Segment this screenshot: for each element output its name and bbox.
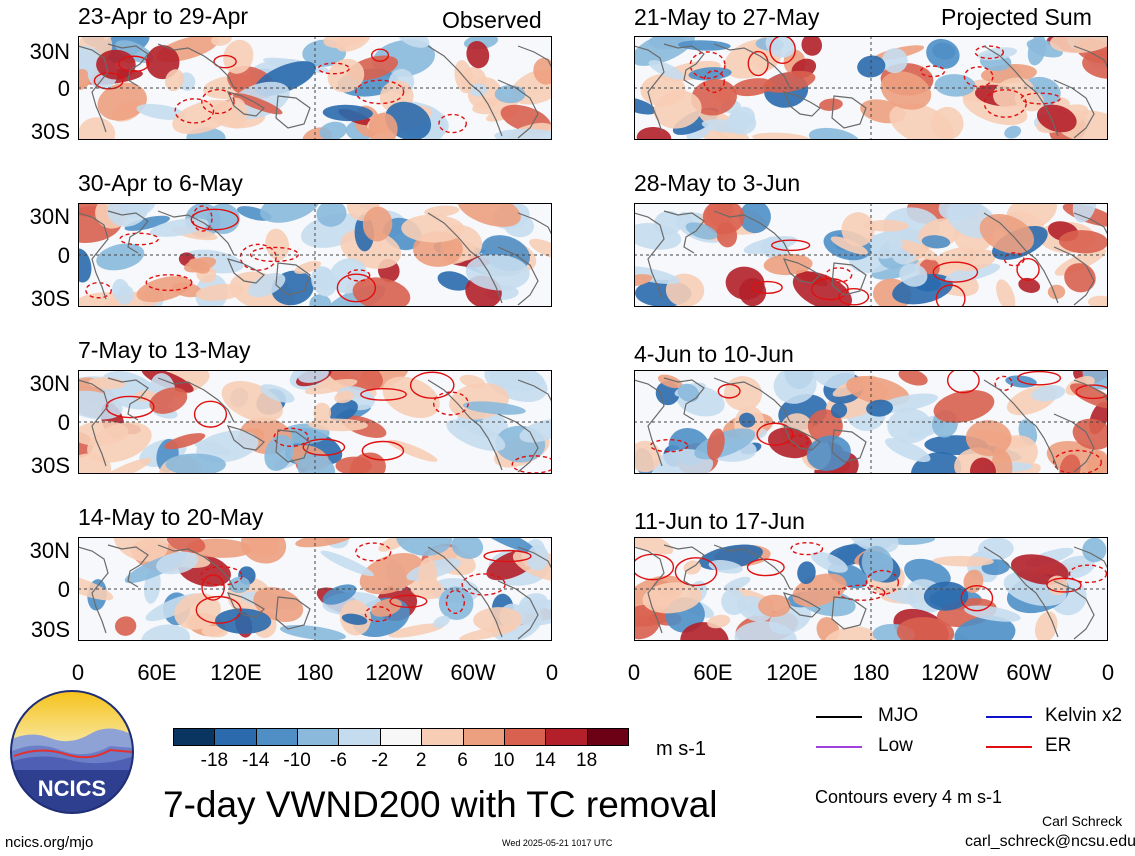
colorbar-swatch [173, 728, 216, 746]
colorbar-label: 14 [534, 750, 556, 771]
ytick-30s-1: 30S [30, 119, 70, 144]
ytick-30n-3: 30N [29, 371, 70, 396]
panel-title-right-3: 4-Jun to 10-Jun [634, 341, 794, 367]
map-panel-right-3 [634, 370, 1108, 474]
timestamp: Wed 2025-05-21 1017 UTC [502, 838, 613, 848]
xtick-r-120e: 120E [766, 660, 818, 685]
colorbar-label: -6 [330, 750, 347, 771]
wind-anomaly-field [78, 203, 552, 307]
map-panel-left-1 [78, 36, 552, 140]
legend-low-label: Low [878, 735, 913, 756]
colorbar-units: m s-1 [656, 738, 706, 760]
colorbar-label: -2 [371, 750, 389, 771]
colorbar-swatch [214, 728, 257, 746]
colorbar-swatch [379, 728, 423, 746]
wind-anomaly-field [634, 370, 1108, 474]
legend-mjo-label: MJO [878, 705, 919, 726]
xtick-l-0: 0 [71, 660, 85, 685]
legend-low-line [816, 746, 862, 748]
colorbar-label: -10 [283, 750, 311, 771]
panel-title-left-1: 23-Apr to 29-Apr [78, 3, 249, 29]
ytick-30s-2: 30S [30, 286, 70, 311]
ytick-0-3: 0 [57, 410, 70, 435]
legend-kelvin-label: Kelvin x2 [1045, 705, 1123, 726]
colorbar-swatch [545, 728, 588, 746]
xtick-l-60e: 60E [137, 660, 177, 685]
xtick-l-60w: 60W [450, 660, 496, 685]
colorbar-swatch [503, 728, 547, 746]
wind-anomaly-field [78, 537, 552, 641]
colorbar-label: -14 [241, 750, 270, 771]
wind-anomaly-field [634, 203, 1108, 307]
logo-text: NCICS [38, 776, 106, 801]
map-panel-right-4 [634, 537, 1108, 641]
xtick-l-120w: 120W [365, 660, 423, 685]
colorbar-label: 10 [493, 750, 515, 771]
ytick-0-1: 0 [57, 76, 70, 101]
main-title: 7-day VWND200 with TC removal [163, 784, 718, 825]
ytick-0-2: 0 [57, 243, 70, 268]
colorbar-label: -18 [200, 750, 229, 771]
colorbar-swatch [255, 728, 299, 746]
panel-title-right-4: 11-Jun to 17-Jun [634, 508, 805, 534]
colorbar: -18 -14 -10 -6 -2 2 6 10 14 18 [173, 728, 629, 778]
legend-kelvin-line [986, 716, 1032, 718]
projected-sum-label: Projected Sum [941, 4, 1092, 30]
map-panel-right-1 [634, 36, 1108, 140]
xtick-r-180: 180 [852, 660, 890, 685]
map-panel-left-3 [78, 370, 552, 474]
wind-anomaly-field [634, 537, 1108, 641]
xtick-r-60w: 60W [1006, 660, 1052, 685]
ytick-30s-4: 30S [30, 617, 70, 642]
observed-label: Observed [442, 7, 542, 33]
xtick-r-0e: 0 [1101, 660, 1115, 685]
map-panel-right-2 [634, 203, 1108, 307]
xtick-l-0e: 0 [545, 660, 559, 685]
wind-anomaly-field [78, 36, 552, 140]
contours-note: Contours every 4 m s-1 [815, 787, 1003, 807]
colorbar-swatch [586, 728, 629, 746]
colorbar-swatch [338, 728, 381, 746]
colorbar-swatch [462, 728, 505, 746]
panel-title-right-2: 28-May to 3-Jun [634, 170, 801, 196]
ncics-logo[interactable]: NCICS [10, 690, 134, 814]
colorbar-label: 2 [415, 750, 427, 771]
legend-mjo-line [816, 716, 862, 718]
author-name: Carl Schreck [1042, 813, 1123, 829]
map-panel-left-4 [78, 537, 552, 641]
xtick-l-180: 180 [296, 660, 334, 685]
colorbar-label: 18 [576, 750, 598, 771]
ytick-30n-2: 30N [29, 204, 70, 229]
panel-title-left-4: 14-May to 20-May [78, 504, 264, 530]
xtick-l-120e: 120E [210, 660, 262, 685]
xtick-r-0: 0 [627, 660, 641, 685]
ncics-url[interactable]: ncics.org/mjo [5, 834, 94, 851]
ytick-30n-1: 30N [29, 39, 70, 64]
wind-anomaly-field [634, 36, 1108, 140]
map-panel-left-2 [78, 203, 552, 307]
author-email[interactable]: carl_schreck@ncsu.edu [965, 833, 1135, 850]
colorbar-label: 6 [457, 750, 468, 771]
ytick-0-4: 0 [57, 577, 70, 602]
ytick-30s-3: 30S [30, 453, 70, 478]
legend-er-label: ER [1045, 735, 1072, 756]
panel-title-left-3: 7-May to 13-May [78, 337, 251, 363]
xtick-r-120w: 120W [921, 660, 979, 685]
ytick-30n-4: 30N [29, 538, 70, 563]
panel-title-right-1: 21-May to 27-May [634, 4, 820, 30]
colorbar-swatch [297, 728, 340, 746]
legend-er-line [986, 746, 1032, 748]
colorbar-swatch [421, 728, 464, 746]
panel-title-left-2: 30-Apr to 6-May [78, 170, 243, 196]
xtick-r-60e: 60E [693, 660, 733, 685]
wind-anomaly-field [78, 370, 552, 474]
